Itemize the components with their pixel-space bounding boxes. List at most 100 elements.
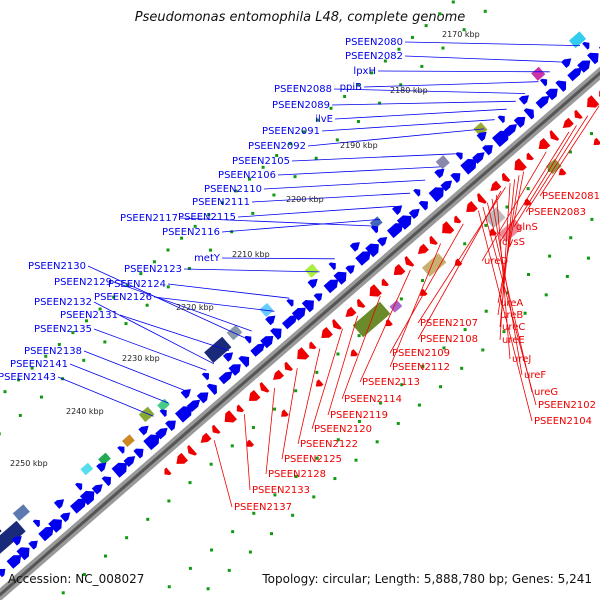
gene-label: PSEEN2125: [284, 454, 342, 465]
feature-block: [138, 406, 155, 423]
forward-gene-arrow: [476, 131, 487, 142]
label-leader: [221, 219, 381, 233]
gene-label: ureB: [500, 310, 523, 321]
feature-block: [98, 452, 111, 466]
kbp-tick-label: 2190 kbp: [340, 141, 378, 150]
forward-gene-arrow: [250, 343, 265, 357]
gene-label: PSEEN2132: [34, 297, 92, 308]
forward-gene-arrow: [180, 389, 191, 399]
gene-label: PSEEN2116: [162, 227, 220, 238]
ring-dot: [209, 462, 213, 466]
ring-dot: [152, 260, 156, 264]
ring-dot: [379, 401, 383, 405]
label-leader: [291, 153, 456, 162]
ring-dot: [420, 64, 424, 68]
kbp-tick-label: 2230 kbp: [122, 354, 160, 363]
forward-gene-arrow: [0, 568, 6, 578]
forward-gene-arrow: [79, 490, 95, 506]
forward-gene-arrow: [345, 265, 355, 275]
forward-gene-arrow: [333, 271, 347, 285]
forward-gene-arrow: [540, 78, 548, 87]
forward-gene-arrow: [286, 299, 294, 307]
reverse-gene-arrow: [526, 152, 534, 161]
feature-block: [435, 155, 450, 170]
ring-dot: [370, 71, 374, 75]
reverse-gene-arrow: [224, 410, 237, 423]
ring-dot: [451, 0, 455, 4]
accession-text: Accession: NC_008027: [8, 572, 145, 586]
ring-dot: [420, 279, 424, 283]
ring-dot: [166, 248, 170, 252]
label-leader: [213, 440, 233, 508]
reverse-gene-arrow: [246, 439, 254, 447]
feature-block: [304, 263, 319, 278]
forward-gene-arrow: [196, 392, 209, 404]
label-leader: [417, 186, 506, 324]
forward-gene-arrow: [32, 519, 40, 528]
forward-gene-arrow: [282, 315, 298, 330]
forward-gene-arrow: [523, 108, 534, 120]
label-leader: [359, 269, 411, 383]
reverse-gene-arrow: [381, 278, 389, 287]
forward-gene-arrow: [38, 526, 54, 542]
ring-dot: [180, 236, 184, 240]
ring-dot: [484, 309, 488, 313]
gene-label: ureA: [500, 298, 523, 309]
ring-dot: [193, 224, 197, 228]
gene-label: ureD: [484, 256, 508, 267]
ring-dot: [227, 568, 231, 572]
forward-gene-arrow: [96, 462, 107, 473]
gene-label: PSEEN2135: [34, 324, 92, 335]
ring-dot: [335, 138, 339, 142]
label-leader: [389, 243, 441, 368]
gene-label: PSEEN2091: [262, 126, 320, 137]
ring-dot: [272, 193, 276, 197]
feature-block: [421, 253, 447, 277]
reverse-gene-arrow: [466, 201, 478, 212]
forward-gene-arrow: [307, 278, 318, 289]
gene-label: PSEEN2082: [345, 51, 403, 62]
reverse-gene-arrow: [393, 264, 406, 275]
ring-dot: [261, 165, 265, 169]
kbp-tick-label: 2210 kbp: [232, 250, 270, 259]
ring-dot: [251, 425, 255, 429]
ring-dot: [315, 456, 319, 460]
forward-gene-arrow: [60, 512, 71, 523]
ring-dot: [356, 83, 360, 87]
ring-dot: [146, 517, 150, 521]
ring-dot: [61, 591, 65, 595]
gene-label: PSEEN2141: [10, 359, 68, 370]
reverse-gene-arrow: [345, 306, 357, 317]
forward-gene-arrow: [377, 237, 388, 247]
feature-block: [226, 324, 243, 341]
ring-dot: [82, 358, 86, 362]
ring-dot: [424, 24, 428, 28]
label-leader: [167, 283, 290, 299]
ring-dot: [103, 554, 107, 558]
ring-dot: [187, 266, 191, 270]
ring-dot: [273, 493, 277, 497]
label-leader: [334, 108, 507, 120]
label-leader: [331, 100, 516, 106]
forward-gene-arrow: [155, 427, 168, 440]
label-leader: [244, 414, 251, 491]
label-leader: [183, 268, 320, 273]
gene-label: PSEEN2120: [314, 424, 372, 435]
ring-dot: [139, 272, 143, 276]
gene-label: PSEEN2128: [268, 469, 326, 480]
ring-dot: [417, 403, 421, 407]
ring-dot: [483, 9, 487, 13]
ring-dot: [356, 120, 360, 124]
label-leader: [297, 348, 321, 445]
reverse-gene-arrow: [442, 221, 455, 234]
forward-gene-arrow: [175, 406, 192, 423]
reverse-gene-arrow: [212, 424, 221, 434]
forward-gene-arrow: [123, 456, 136, 467]
reverse-gene-arrow: [284, 361, 293, 371]
label-leader: [307, 128, 485, 147]
gene-label: PSEEN2137: [234, 502, 292, 513]
forward-gene-arrow: [260, 336, 274, 349]
ring-dot: [167, 499, 171, 503]
label-leader: [482, 206, 537, 406]
